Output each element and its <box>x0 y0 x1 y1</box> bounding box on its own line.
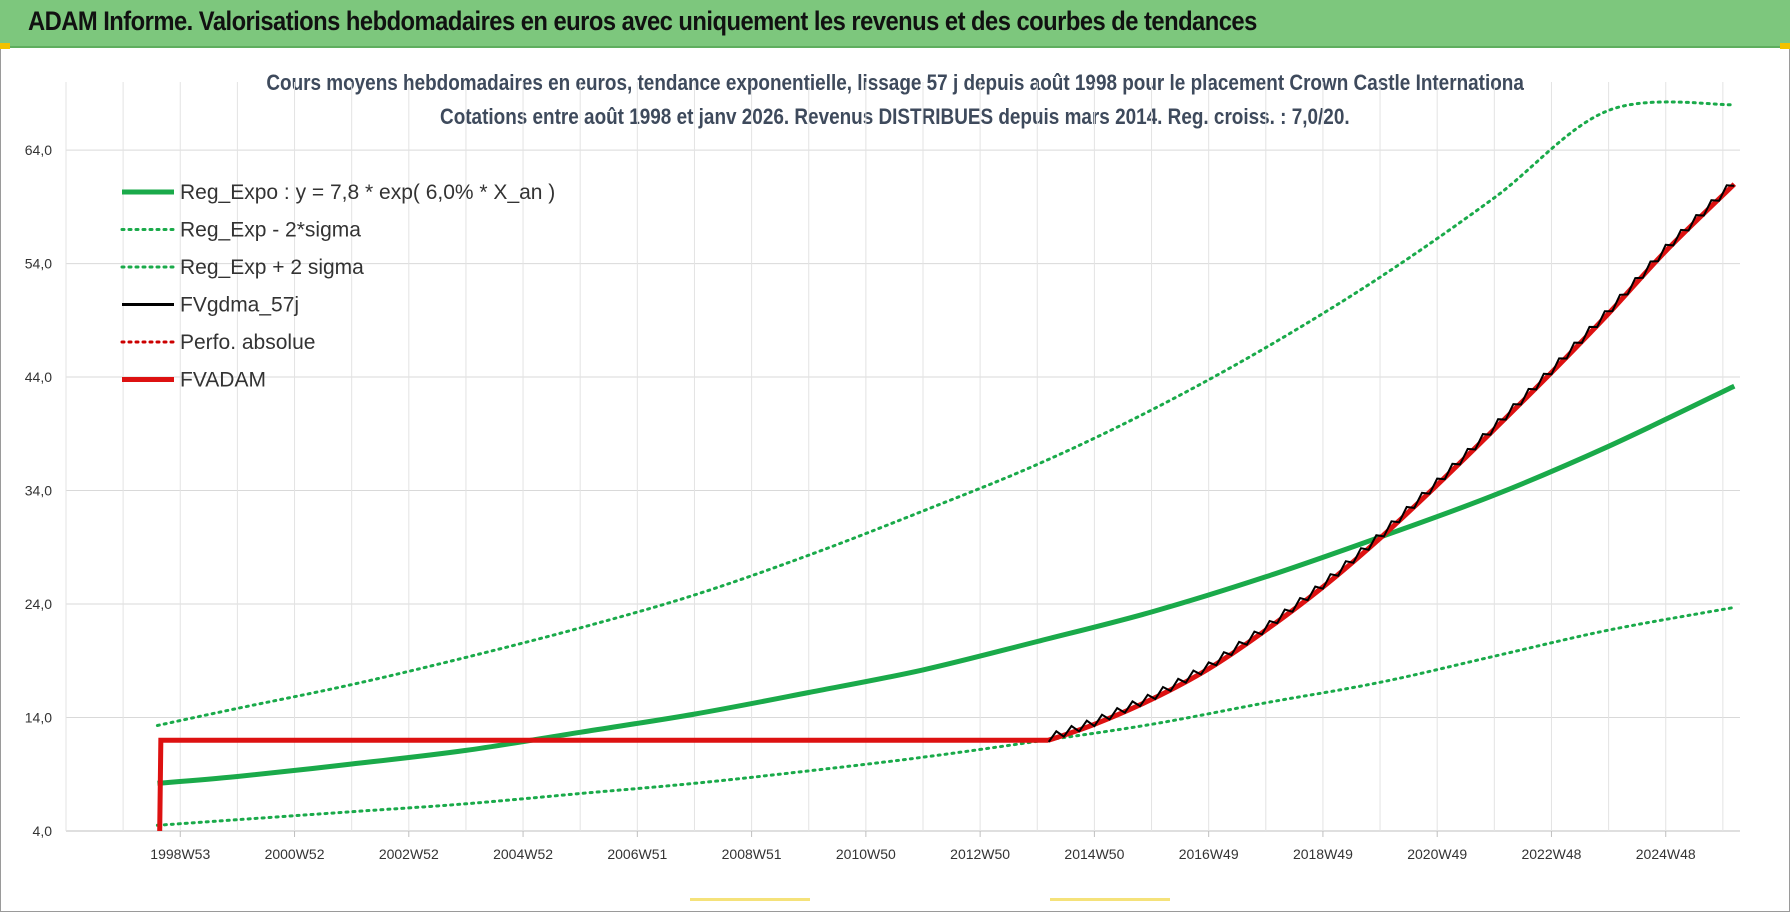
y-tick-label: 4,0 <box>33 823 53 839</box>
series-lines <box>155 100 1737 832</box>
y-axis: 4,0 14,0 24,0 34,0 44,0 54,0 64,0 <box>25 142 52 839</box>
chart-title: Cours moyens hebdomadaires en euros, ten… <box>0 70 1790 96</box>
x-tick-label: 2000W52 <box>265 846 325 862</box>
y-tick-label: 24,0 <box>25 596 52 612</box>
series-line-reg-exp-2-sigma <box>155 100 1736 727</box>
x-tick-label: 2016W49 <box>1179 846 1239 862</box>
y-tick-label: 34,0 <box>25 483 52 499</box>
bottom-marker <box>1050 898 1170 901</box>
legend-label: Reg_Exp - 2*sigma <box>180 219 361 242</box>
chart-subtitle-text: Cotations entre août 1998 et janv 2026. … <box>440 104 1350 129</box>
x-tick-label: 2004W52 <box>493 846 553 862</box>
series-line-reg-exp-2-sigma <box>155 605 1736 827</box>
y-tick-label: 64,0 <box>25 142 52 158</box>
x-tick-label: 2018W49 <box>1293 846 1353 862</box>
legend-label: Reg_Exp + 2 sigma <box>180 256 364 279</box>
series-line-fvadam-flat <box>157 737 1049 832</box>
corner-marker-right <box>1780 43 1790 49</box>
x-tick-label: 2002W52 <box>379 846 439 862</box>
x-tick-label: 2022W48 <box>1521 846 1581 862</box>
x-tick-label: 2020W49 <box>1407 846 1467 862</box>
report-title: ADAM Informe. Valorisations hebdomadaire… <box>28 6 1257 36</box>
x-tick-label: 2008W51 <box>722 846 782 862</box>
legend: Reg_Expo : y = 7,8 * exp( 6,0% * X_an ) R… <box>120 181 555 392</box>
gridlines <box>65 82 1740 832</box>
x-tick-label: 2014W50 <box>1064 846 1124 862</box>
chart-title-text: Cours moyens hebdomadaires en euros, ten… <box>266 70 1524 95</box>
x-tick-label: 2012W50 <box>950 846 1010 862</box>
legend-label: Reg_Expo : y = 7,8 * exp( 6,0% * X_an ) <box>180 181 555 204</box>
legend-label: FVgdma_57j <box>180 294 299 317</box>
x-axis: 1998W53 2000W52 2002W52 2004W52 2006W51 2008W… <box>150 831 1696 862</box>
x-tick-label: 1998W53 <box>150 846 210 862</box>
series-line-fvgdma-57j <box>1047 184 1735 743</box>
y-tick-label: 54,0 <box>25 256 52 272</box>
x-tick-label: 2024W48 <box>1636 846 1696 862</box>
x-tick-label: 2006W51 <box>607 846 667 862</box>
corner-marker-left <box>0 43 10 49</box>
report-banner: ADAM Informe. Valorisations hebdomadaire… <box>0 0 1790 48</box>
y-tick-label: 14,0 <box>25 710 52 726</box>
series-line-reg-expo-y-7-8-exp-6-0-x-an <box>157 383 1736 786</box>
bottom-marker <box>690 898 810 901</box>
legend-label: Perfo. absolue <box>180 331 315 354</box>
legend-label: FVADAM <box>180 369 266 392</box>
x-tick-label: 2010W50 <box>836 846 896 862</box>
y-tick-label: 44,0 <box>25 369 52 385</box>
chart-subtitle: Cotations entre août 1998 et janv 2026. … <box>0 104 1790 130</box>
